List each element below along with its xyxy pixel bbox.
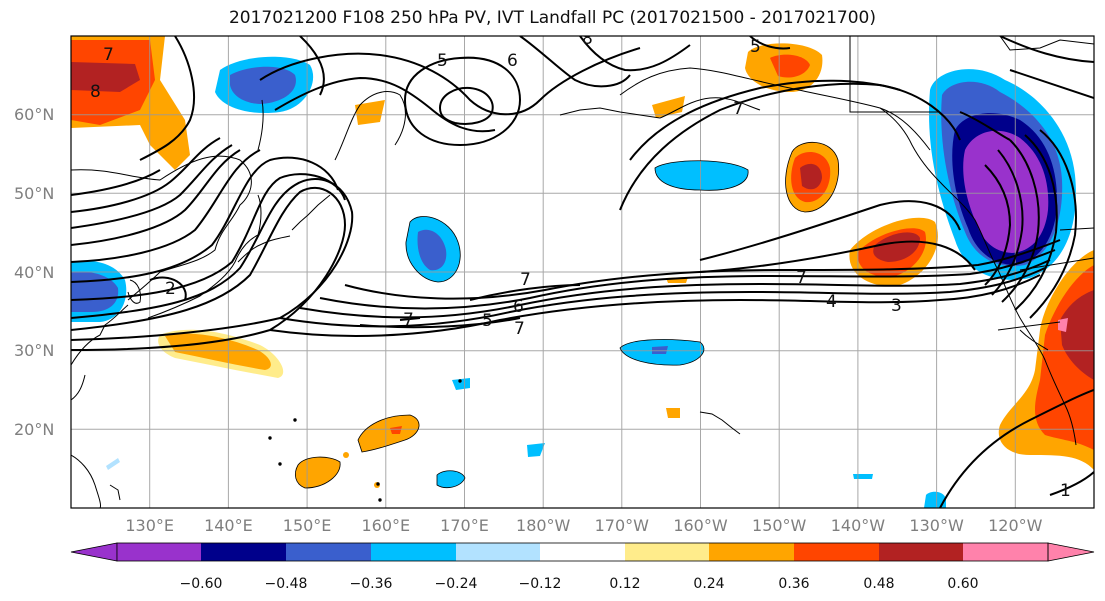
colorbar-tick-label: −0.60 (180, 576, 223, 592)
map-gridlines (71, 36, 1094, 508)
colorbar-tick-label: −0.36 (350, 576, 393, 592)
lat-tick-label: 20°N (14, 420, 54, 439)
lon-tick-label: 170°W (595, 516, 650, 535)
map-plot-area: 7 8 5 6 8 5 7 2 7 6 5 7 7 7 4 3 1 (71, 29, 1094, 508)
colorbar-segment (286, 543, 371, 561)
colorbar-segment (794, 543, 879, 561)
lat-tick-label: 60°N (14, 105, 54, 124)
colorbar: −0.60 −0.48 −0.36 −0.24 −0.12 0.12 0.24 … (70, 542, 1095, 592)
lon-tick-label: 150°W (752, 516, 807, 535)
colorbar-segment (117, 543, 201, 561)
contour-label: 1 (1060, 481, 1071, 501)
contour-label: 7 (733, 99, 744, 119)
colorbar-segment (201, 543, 286, 561)
lon-tick-label: 160°W (673, 516, 728, 535)
colorbar-segment (709, 543, 794, 561)
contour-label: 8 (582, 29, 593, 49)
map-frame (70, 35, 1095, 509)
contour-label: 7 (403, 310, 414, 330)
colorbar-segment (625, 543, 709, 561)
colorbar-tick-label: 0.12 (609, 576, 640, 592)
colorbar-tick-label: 0.24 (693, 576, 724, 592)
colorbar-tick-label: −0.48 (265, 576, 308, 592)
lon-tick-labels: 130°E 140°E 150°E 160°E 170°E 180°W 170°… (125, 516, 1042, 535)
contour-label: 2 (165, 279, 176, 299)
contour-label: 4 (826, 292, 837, 312)
colorbar-tick-label: −0.24 (435, 576, 478, 592)
lon-tick-label: 120°W (988, 516, 1043, 535)
colorbar-outline (116, 542, 1049, 562)
contour-label: 5 (750, 37, 761, 57)
colorbar-tick-label: −0.12 (519, 576, 562, 592)
shading-layer (71, 36, 1094, 508)
lon-tick-label: 140°W (831, 516, 886, 535)
colorbar-segment (879, 543, 963, 561)
colorbar-tick-label: 0.60 (947, 576, 978, 592)
lon-tick-label: 170°E (440, 516, 489, 535)
colorbar-extend-low (70, 542, 118, 562)
contour-label: 7 (796, 268, 807, 288)
lon-tick-label: 140°E (204, 516, 253, 535)
contour-label: 7 (103, 45, 114, 65)
colorbar-segment (456, 543, 540, 561)
lon-tick-label: 150°E (283, 516, 332, 535)
shading-outlines (294, 141, 840, 489)
contour-label: 3 (891, 296, 902, 316)
contour-label: 7 (514, 319, 525, 339)
contour-label: 6 (513, 297, 524, 317)
lon-tick-label: 130°E (125, 516, 174, 535)
colorbar-extend-high (1047, 542, 1095, 562)
contour-label: 7 (520, 270, 531, 290)
colorbar-segment (371, 543, 456, 561)
contour-labels: 7 8 5 6 8 5 7 2 7 6 5 7 7 7 4 3 1 (90, 29, 1071, 501)
lon-tick-label: 180°W (516, 516, 571, 535)
colorbar-tick-labels: −0.60 −0.48 −0.36 −0.24 −0.12 0.12 0.24 … (180, 576, 979, 592)
lon-tick-label: 160°E (361, 516, 410, 535)
lat-tick-label: 30°N (14, 341, 54, 360)
coastlines (71, 36, 1094, 508)
lat-tick-label: 50°N (14, 184, 54, 203)
colorbar-tick-label: 0.48 (863, 576, 894, 592)
lon-tick-label: 130°W (909, 516, 964, 535)
contour-label: 6 (507, 51, 518, 71)
colorbar-tick-label: 0.36 (778, 576, 809, 592)
contour-label: 8 (90, 82, 101, 102)
colorbar-segment (540, 543, 625, 561)
contour-label: 5 (437, 51, 448, 71)
colorbar-segments (70, 542, 1095, 562)
contour-label: 5 (482, 311, 493, 331)
pv-contours (71, 36, 1094, 508)
lat-tick-labels: 20°N 30°N 40°N 50°N 60°N (14, 105, 54, 439)
colorbar-segment (963, 543, 1048, 561)
lat-tick-label: 40°N (14, 263, 54, 282)
map-title: 2017021200 F108 250 hPa PV, IVT Landfall… (228, 8, 876, 28)
